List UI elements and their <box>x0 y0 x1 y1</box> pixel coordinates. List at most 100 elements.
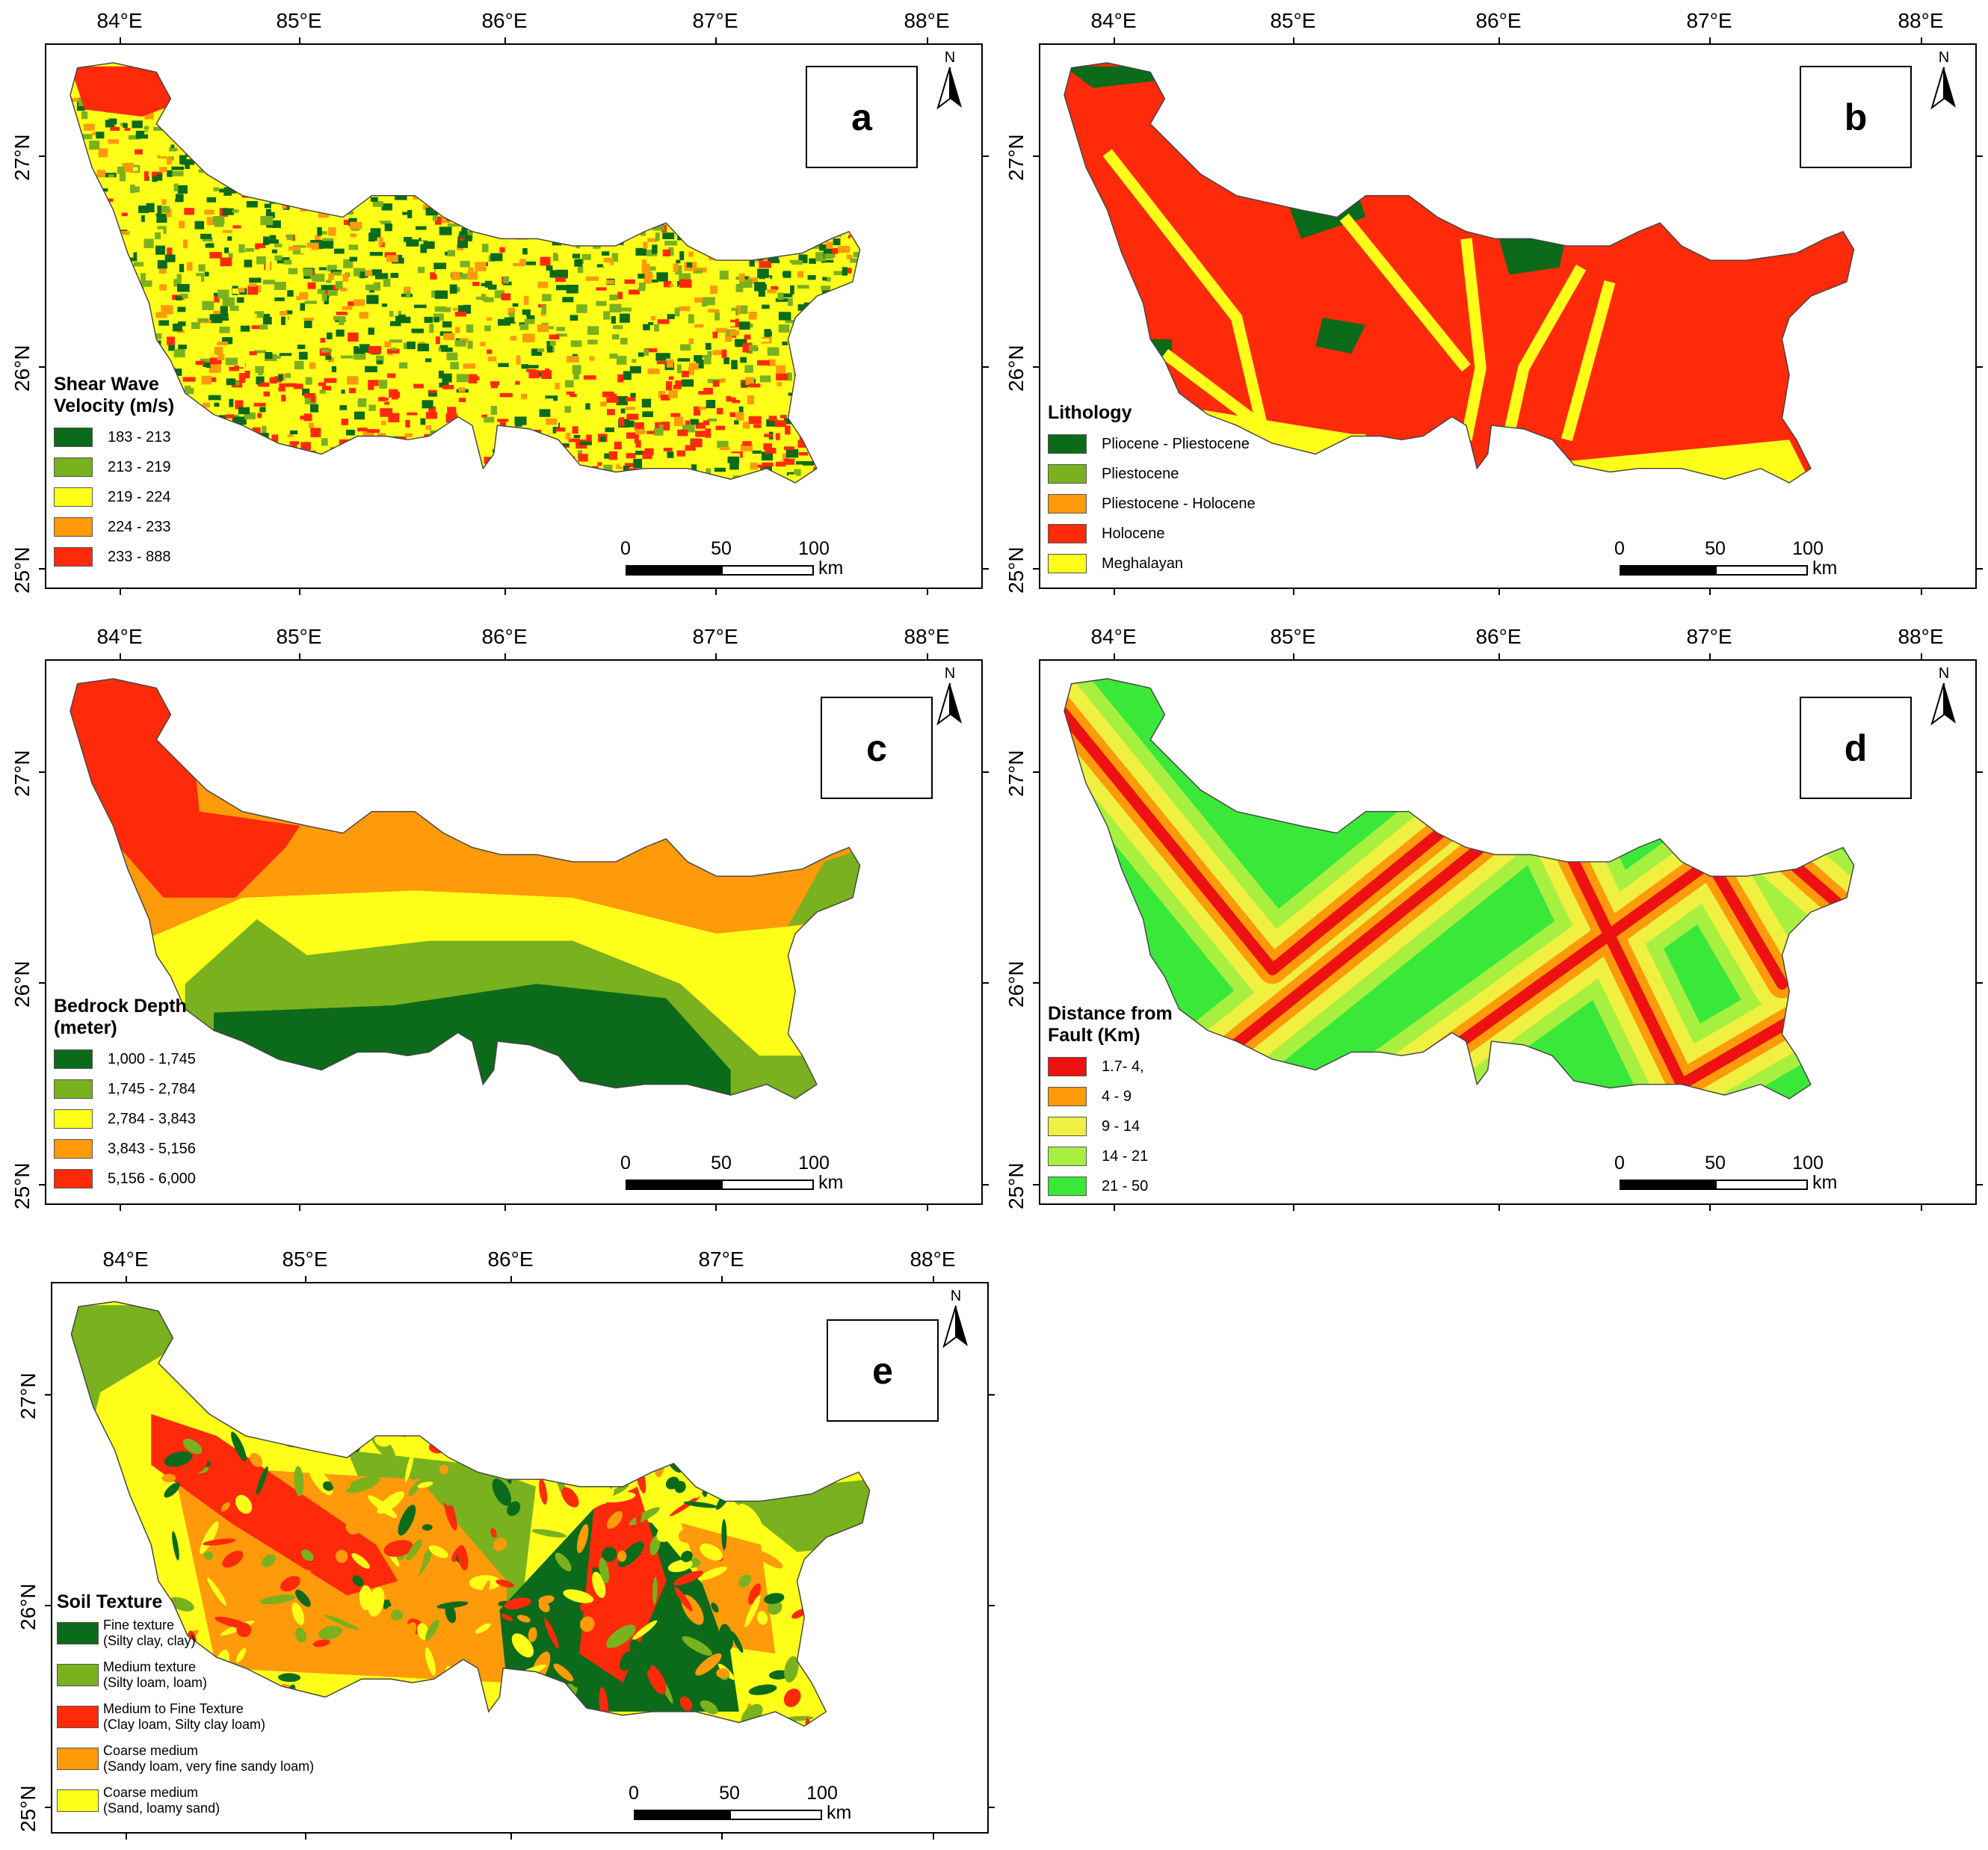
longitude-label: 88°E <box>1898 625 1944 648</box>
basin-map <box>70 678 861 1100</box>
lat-tick <box>983 366 989 368</box>
legend-label-main: Pliocene - Pliestocene <box>1102 436 1250 452</box>
legend-label-main: Medium to Fine Texture <box>103 1701 244 1716</box>
scale-segment <box>1620 1180 1715 1190</box>
legend-title-line: Soil Texture <box>57 1591 163 1612</box>
legend-label-main: 14 - 21 <box>1102 1148 1149 1165</box>
lat-tick <box>1033 366 1039 368</box>
lon-tick <box>1709 37 1711 43</box>
scale-tick-label: 100 <box>798 1153 830 1174</box>
map-panel-b: 84°E 85°E 86°E 87°E 88°E b N Lithology Pliocene … <box>1004 9 1983 595</box>
legend-swatch <box>54 517 93 537</box>
scale-segment <box>626 565 721 576</box>
lat-tick <box>983 982 989 984</box>
lat-tick <box>1977 366 1983 368</box>
legend-item: 21 - 50 <box>1048 1172 1173 1202</box>
panel-letter-box: a <box>806 66 918 168</box>
longitude-label: 88°E <box>910 1248 956 1271</box>
lon-tick <box>504 589 506 595</box>
scale-unit: km <box>818 558 844 579</box>
legend-item: 9 - 14 <box>1048 1112 1173 1142</box>
legend-item: 213 - 219 <box>54 453 174 483</box>
panel-letter: d <box>1844 727 1868 769</box>
scale-tick-label: 100 <box>1792 538 1824 559</box>
lon-tick <box>120 589 121 595</box>
longitude-label: 88°E <box>1898 9 1944 32</box>
legend-label-main: 183 - 213 <box>108 429 171 445</box>
legend-label: Pliocene - Pliestocene <box>1102 436 1250 453</box>
legend-label-main: 3,843 - 5,156 <box>108 1141 196 1157</box>
scale-tick-label: 50 <box>1705 1153 1726 1174</box>
legend-title: Shear Wave Velocity (m/s) <box>54 374 174 417</box>
lat-tick <box>989 1605 995 1606</box>
scale-bar: 0 50 100 km <box>620 1153 843 1197</box>
scale-segment <box>634 1810 729 1820</box>
longitude-label: 87°E <box>1686 625 1732 648</box>
lon-tick <box>927 653 928 659</box>
legend-label-main: 2,784 - 3,843 <box>108 1111 196 1127</box>
lon-tick <box>1498 37 1500 43</box>
legend-label-main: 1,745 - 2,784 <box>108 1081 196 1097</box>
legend-label: Medium to Fine Texture (Clay loam, Silty … <box>103 1701 265 1733</box>
lon-tick <box>510 1276 512 1282</box>
lon-tick <box>299 37 300 43</box>
lon-tick <box>927 37 928 43</box>
lon-tick <box>299 589 300 595</box>
lon-tick <box>299 653 300 659</box>
panel-letter: a <box>851 96 872 138</box>
lat-tick <box>39 771 45 773</box>
lon-tick <box>721 1834 723 1840</box>
map-frame: a N Shear Wave Velocity (m/s) 183 - 213 213 -… <box>45 43 983 589</box>
lon-tick <box>1709 589 1711 595</box>
lat-tick <box>39 366 45 368</box>
legend-label-main: 224 - 233 <box>108 519 171 535</box>
lon-tick <box>715 653 717 659</box>
legend-title-line: (meter) <box>54 1017 117 1038</box>
map-raster <box>71 1301 870 1727</box>
lon-tick <box>1921 37 1922 43</box>
lat-tick <box>39 155 45 157</box>
legend-label-main: 21 - 50 <box>1102 1178 1149 1194</box>
legend-label: 224 - 233 <box>108 519 171 536</box>
longitude-label: 84°E <box>96 625 143 648</box>
lat-tick <box>983 1184 989 1185</box>
lat-tick <box>1033 1184 1039 1185</box>
legend-item: 1,745 - 2,784 <box>54 1075 196 1105</box>
legend-item: 2,784 - 3,843 <box>54 1105 196 1135</box>
legend-title-line: Distance from <box>1048 1003 1173 1024</box>
lat-tick <box>45 1394 51 1396</box>
legend-item: 4 - 9 <box>1048 1082 1173 1112</box>
latitude-label: 26°N <box>1004 961 1028 1008</box>
map-legend: Shear Wave Velocity (m/s) 183 - 213 213 - 2… <box>54 374 174 573</box>
legend-label-main: 213 - 219 <box>108 459 171 475</box>
legend-label: Meghalayan <box>1102 555 1183 573</box>
scale-segment <box>1715 1180 1808 1190</box>
legend-swatch <box>1048 1117 1087 1136</box>
latitude-label: 27°N <box>1004 750 1028 797</box>
legend-label-sub: (Sand, loamy sand) <box>103 1801 220 1816</box>
lon-tick <box>1921 653 1922 659</box>
latitude-label: 26°N <box>1004 345 1028 392</box>
map-legend: Soil Texture Fine texture (Silty clay, cla… <box>57 1591 314 1828</box>
lat-tick <box>1977 982 1983 984</box>
lat-tick <box>1033 982 1039 984</box>
panel-letter: c <box>866 727 887 769</box>
legend-swatch <box>54 547 93 567</box>
legend-label: 9 - 14 <box>1102 1118 1140 1135</box>
legend-label: 21 - 50 <box>1102 1178 1148 1195</box>
basin-outline <box>70 678 861 1100</box>
longitude-label: 87°E <box>698 1248 744 1271</box>
lon-tick <box>1114 589 1115 595</box>
lon-tick <box>1921 1205 1922 1211</box>
map-raster <box>1064 679 1854 1099</box>
legend-item: Medium texture (Silty loam, loam) <box>57 1659 207 1703</box>
lat-tick <box>1977 155 1983 157</box>
latitude-label: 27°N <box>10 134 34 181</box>
map-panel-e: 84°E 85°E 86°E 87°E 88°E e N Soil Texture Fine t… <box>16 1248 995 1840</box>
legend-label: Pliestocene <box>1102 466 1179 483</box>
scale-tick-label: 50 <box>711 1153 732 1174</box>
basin-outline <box>70 1301 871 1727</box>
legend-label: Pliestocene - Holocene <box>1102 496 1256 513</box>
lon-tick <box>504 1205 506 1211</box>
legend-swatch <box>1048 494 1087 514</box>
